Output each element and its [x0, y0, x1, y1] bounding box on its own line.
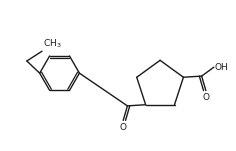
Text: CH$_3$: CH$_3$ — [43, 37, 62, 50]
Text: OH: OH — [215, 63, 228, 72]
Text: O: O — [202, 93, 209, 102]
Text: O: O — [120, 123, 127, 132]
